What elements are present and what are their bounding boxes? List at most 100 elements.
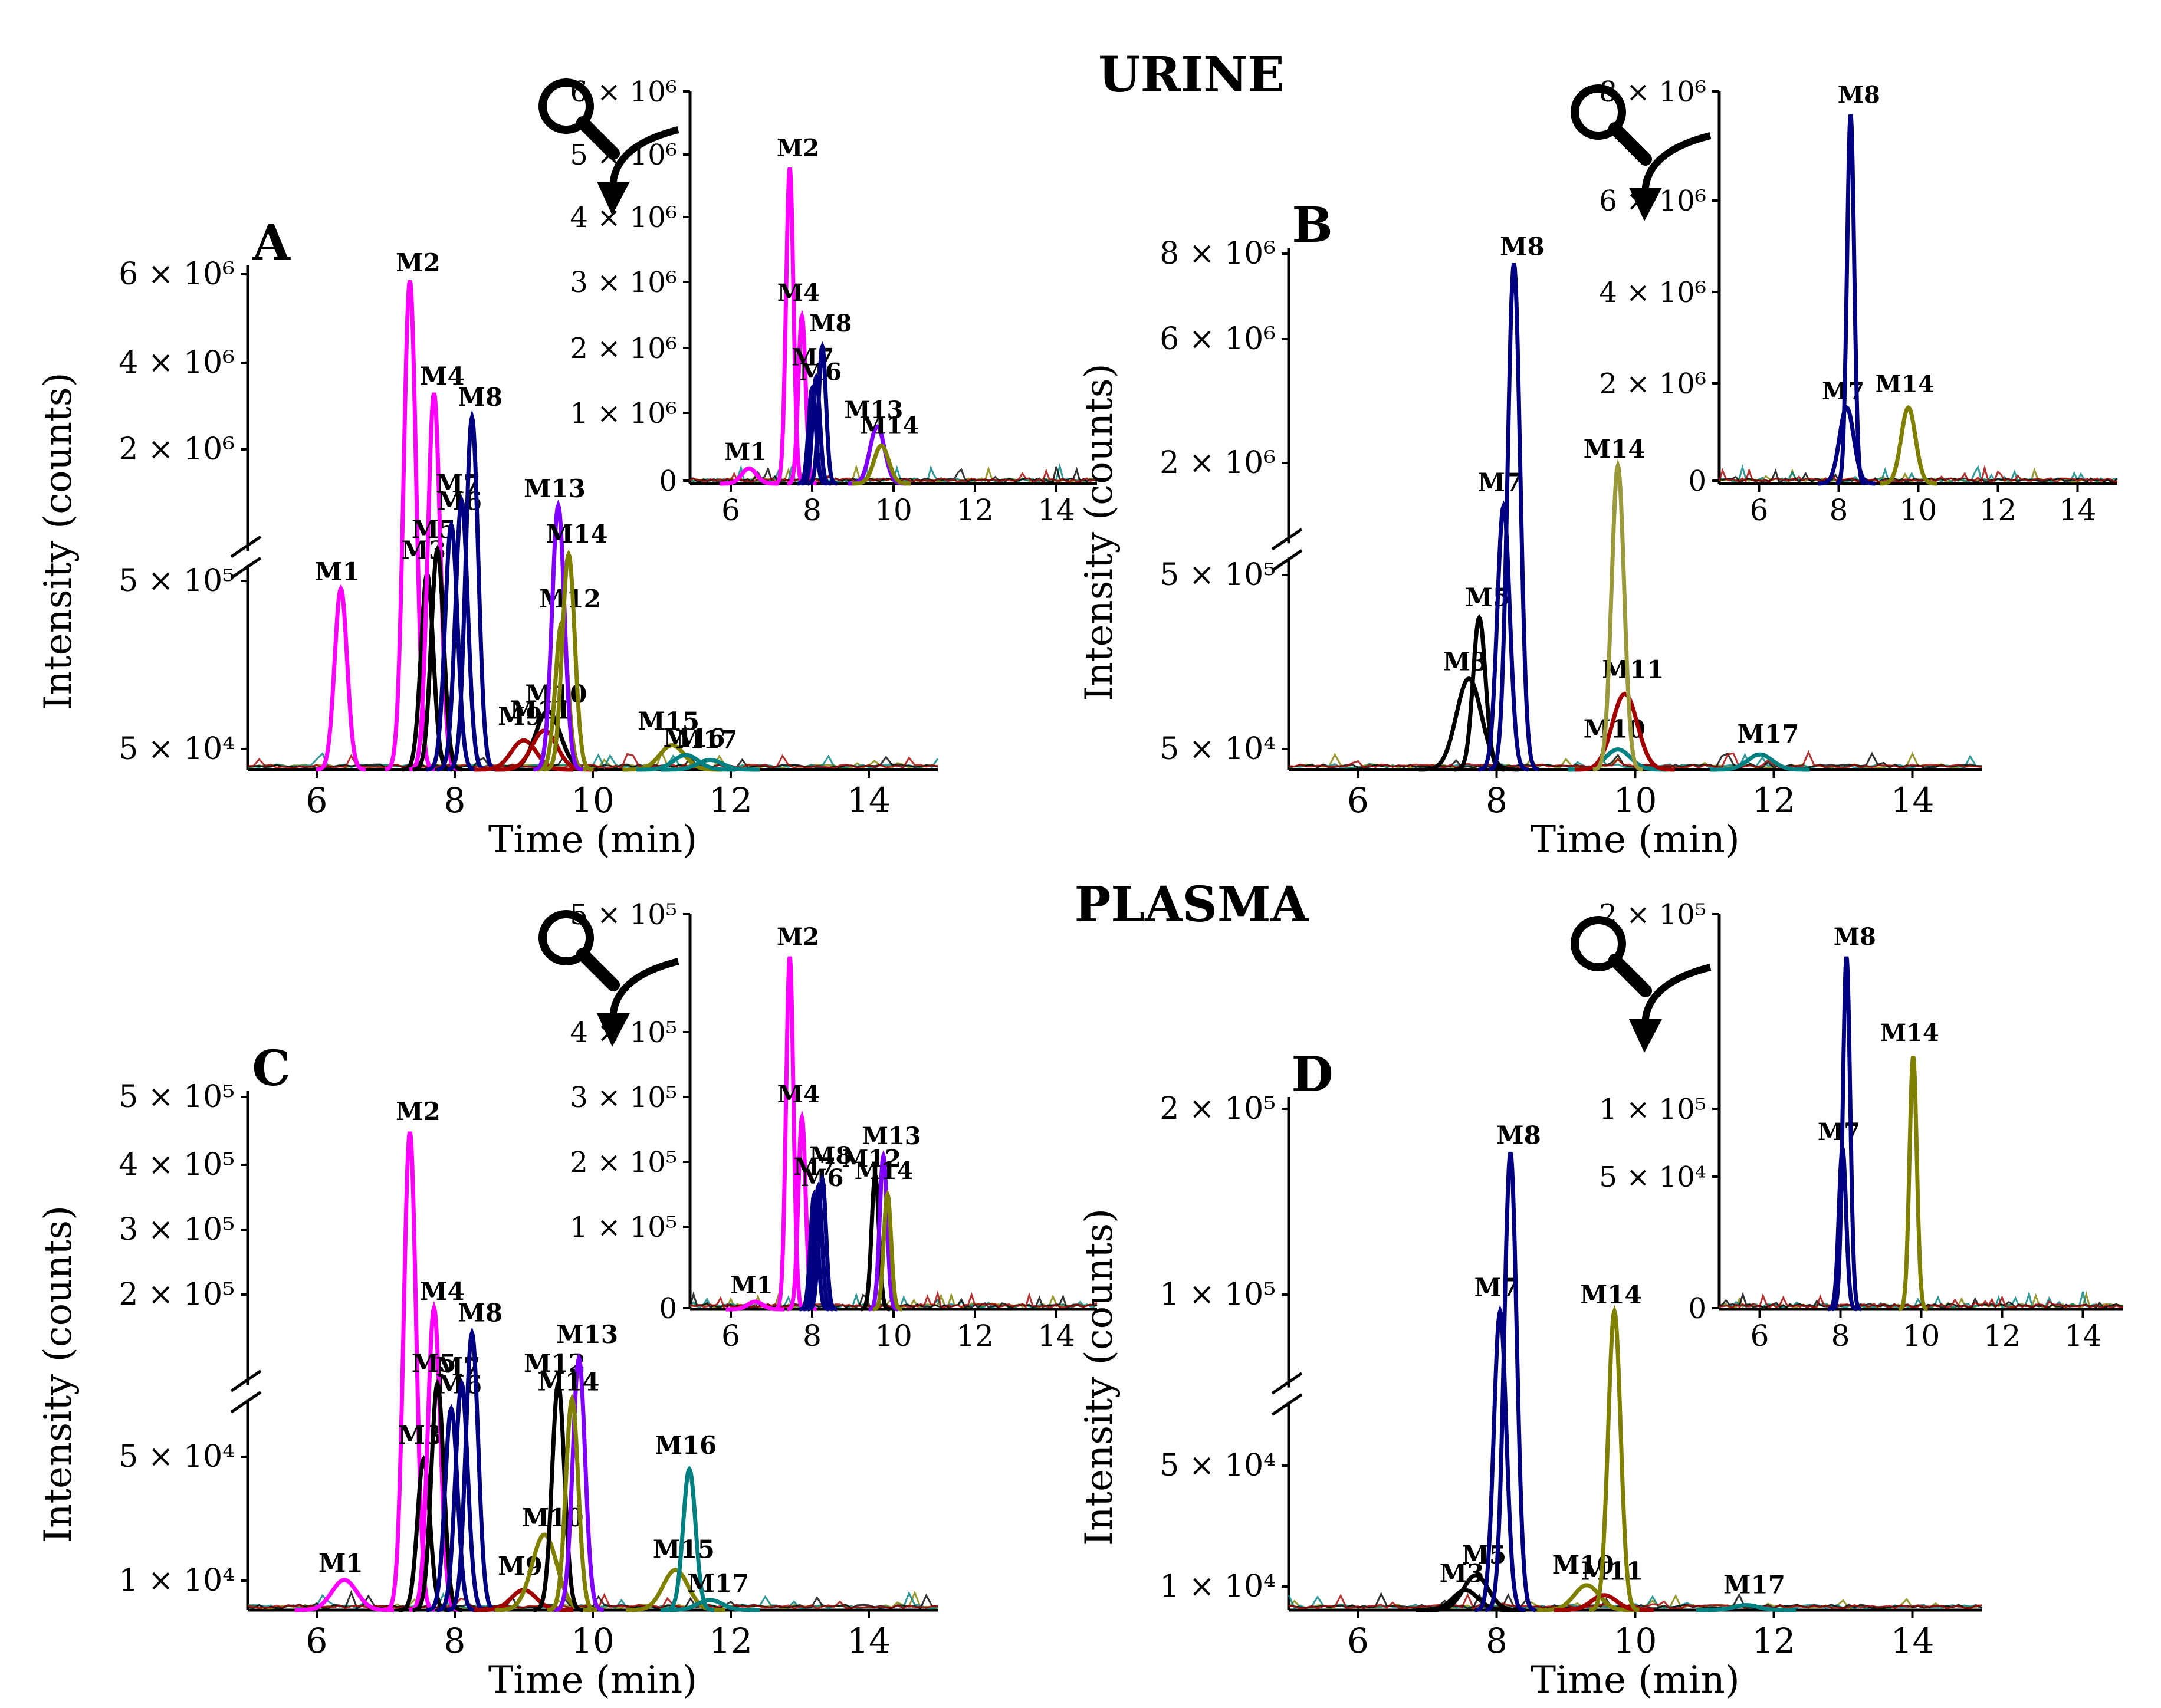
x-tick-label: 10	[571, 780, 615, 820]
axis-break-mark	[1271, 1393, 1303, 1416]
x-tick-label: 8	[444, 1621, 466, 1661]
baseline-trace	[247, 753, 938, 769]
y-tick-label: 1 × 10⁵	[1599, 1093, 1706, 1126]
baseline-trace	[1718, 464, 2118, 484]
peak-m8	[807, 1174, 838, 1312]
peak-label-m11: M11	[510, 696, 572, 725]
curved-arrow-icon	[1629, 132, 1712, 221]
chart-c: 6 8 10 12 14 1 × 10⁴ 5 × 10⁴ 2 × 10⁵ 3 × 10⁵ 4 × …	[37, 1040, 938, 1702]
peak-m14	[1898, 1056, 1928, 1312]
y-tick-label: 1 × 10⁴	[119, 1563, 235, 1598]
peak-label-m7: M7	[793, 1153, 836, 1181]
panel-label: C	[252, 1040, 290, 1097]
x-tick-label: 6	[721, 1319, 740, 1353]
peak-label-m15: M15	[638, 707, 699, 736]
x-tick-label: 8	[1486, 1621, 1508, 1661]
peak-label-m7: M7	[1477, 468, 1522, 497]
magnifier-icon	[1571, 916, 1652, 997]
magnifier-lens	[1571, 916, 1626, 971]
x-tick-label: 10	[1614, 780, 1657, 820]
peak-label-m17: M17	[675, 725, 737, 754]
y-axis-label: Intensity (counts)	[1078, 1208, 1121, 1546]
peak-label-m4: M4	[420, 362, 465, 390]
x-tick-label: 6	[306, 1621, 328, 1661]
axis-break-mark	[1271, 528, 1303, 551]
peak-label-m14: M14	[860, 412, 919, 439]
peak-label-m1: M1	[318, 1549, 363, 1578]
y-tick-label: 8 × 10⁶	[1160, 236, 1276, 271]
x-tick-label: 14	[1037, 1319, 1075, 1353]
peak-m13	[868, 1149, 898, 1312]
peak-label-m12: M12	[842, 1145, 901, 1173]
peak-label-m11: M11	[1602, 655, 1664, 684]
panel-label: A	[252, 215, 291, 271]
peak-label-m7: M7	[1818, 1118, 1860, 1146]
x-tick-label: 6	[1347, 1621, 1369, 1661]
y-axis-label: Intensity (counts)	[37, 372, 80, 710]
peak-label-m14: M14	[537, 1367, 599, 1396]
peak-label-m8: M8	[809, 1142, 852, 1170]
peak-m17	[660, 757, 760, 772]
peak-label-m4: M4	[777, 279, 820, 307]
peak-m1	[316, 584, 366, 772]
peak-label-m8: M8	[1500, 232, 1545, 261]
magnifier-icon	[1571, 84, 1652, 166]
peak-m8	[1489, 262, 1539, 772]
peak-label-m9: M9	[498, 702, 543, 731]
x-tick-label: 14	[2059, 493, 2097, 527]
curved-arrow-icon	[597, 958, 679, 1047]
peak-label-m10: M10	[522, 1503, 584, 1532]
peak-m14	[547, 1393, 597, 1612]
peak-m1	[294, 1578, 394, 1612]
peak-label-m5: M5	[1465, 583, 1510, 612]
x-axis-label: Time (min)	[1531, 1658, 1739, 1702]
axis-break-mark	[1271, 549, 1303, 572]
x-tick-label: 14	[847, 1621, 891, 1661]
peak-label-m13: M13	[556, 1320, 618, 1349]
y-tick-label: 3 × 10⁵	[570, 1081, 677, 1114]
magnifier-lens	[1571, 84, 1626, 140]
x-tick-label: 10	[1903, 1319, 1940, 1353]
x-tick-label: 10	[1900, 493, 1937, 527]
peak-label-m8: M8	[1834, 923, 1876, 951]
x-tick-label: 8	[1830, 493, 1848, 527]
curved-arrow-icon	[597, 126, 679, 215]
peak-label-m5: M5	[412, 1349, 456, 1378]
y-tick-label: 6 × 10⁶	[1160, 321, 1276, 357]
peak-m7	[1478, 500, 1529, 772]
y-tick-label: 2 × 10⁵	[1160, 1091, 1276, 1126]
peak-m8	[807, 341, 838, 486]
peak-m4	[409, 1300, 459, 1612]
peak-label-m13: M13	[862, 1122, 921, 1150]
y-tick-label: 5 × 10⁵	[1160, 557, 1276, 593]
x-tick-label: 8	[1486, 780, 1508, 820]
peak-m12	[533, 1378, 583, 1612]
y-tick-label: 5 × 10⁴	[119, 1439, 235, 1474]
y-tick-label: 1 × 10⁵	[1160, 1277, 1276, 1312]
x-tick-label: 6	[1751, 1319, 1769, 1353]
peak-label-m4: M4	[777, 1080, 820, 1108]
peak-m6	[797, 384, 827, 486]
peak-label-m13: M13	[844, 396, 903, 424]
peak-m7	[1474, 1305, 1525, 1612]
peak-label-m1: M1	[315, 557, 360, 586]
peak-label-m2: M2	[396, 1097, 441, 1126]
peak-m3	[399, 1455, 449, 1612]
y-axis-label: Intensity (counts)	[1078, 363, 1121, 701]
peak-m12	[861, 1170, 890, 1312]
y-tick-label: 4 × 10⁶	[1599, 276, 1706, 309]
x-tick-label: 12	[1979, 493, 2017, 527]
chart-d: 6 8 10 12 14 1 × 10⁴ 5 × 10⁴ 1 × 10⁵ 2 × 10⁵ Time…	[1078, 1046, 1982, 1702]
y-tick-label: 4 × 10⁶	[570, 201, 677, 234]
magnifier-handle	[576, 116, 620, 160]
peak-label-m3: M3	[1443, 647, 1488, 676]
x-tick-label: 14	[1037, 493, 1075, 527]
peak-m14	[872, 1189, 902, 1312]
x-tick-label: 10	[1614, 1621, 1657, 1661]
y-tick-label: 1 × 10⁶	[570, 397, 677, 430]
curved-arrow-head	[1629, 188, 1662, 221]
y-tick-label: 4 × 10⁵	[119, 1147, 235, 1183]
y-tick-label: 5 × 10⁴	[119, 731, 235, 767]
